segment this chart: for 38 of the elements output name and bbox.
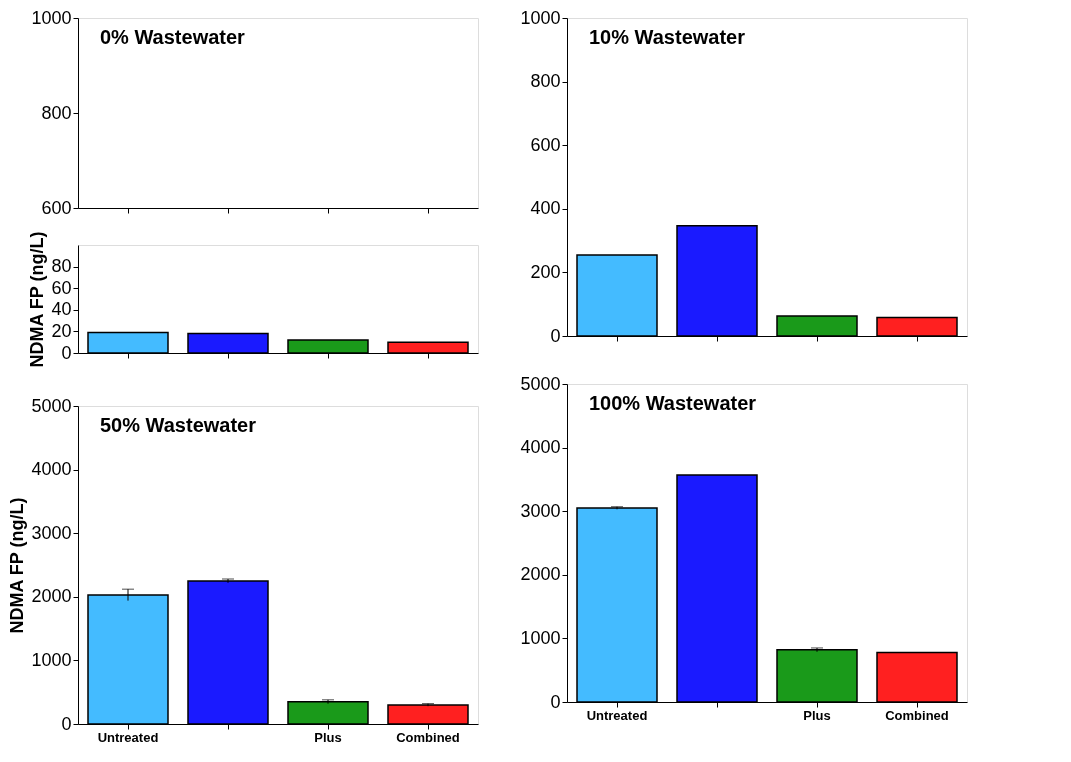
y-tick-label: 60 xyxy=(51,277,72,298)
y-tick-label: 0 xyxy=(61,713,72,734)
y-tick-label: 400 xyxy=(530,198,561,219)
y-tick-label: 3000 xyxy=(520,500,561,521)
y-tick-label: 5000 xyxy=(520,373,561,394)
y-tick-label: 40 xyxy=(51,299,72,320)
y-tick-label: 1000 xyxy=(520,627,561,648)
y-axis-title: NDMA FP (ng/L) xyxy=(27,231,48,368)
chart-title: 50% Wastewater xyxy=(100,414,257,436)
y-tick-label: 0 xyxy=(550,691,561,712)
y-tick-label: 20 xyxy=(51,320,72,341)
y-tick-label: 600 xyxy=(41,197,72,218)
x-tick-label: Untreated xyxy=(97,729,159,745)
x-tick-label: Plus xyxy=(314,729,342,745)
y-tick-label: 5000 xyxy=(31,395,72,416)
y-axis-title: NDMA FP (ng/L) xyxy=(7,497,28,634)
y-tick-label: 1000 xyxy=(520,7,561,28)
x-tick-label: Plus xyxy=(803,707,831,723)
x-tick-label: Combined xyxy=(885,707,949,723)
y-tick-label: 600 xyxy=(530,134,561,155)
y-tick-label: 2000 xyxy=(520,564,561,585)
x-tick-label: Combined xyxy=(396,729,460,745)
chart-title: 10% Wastewater xyxy=(589,26,746,48)
y-tick-label: 4000 xyxy=(520,437,561,458)
y-tick-label: 800 xyxy=(530,71,561,92)
y-tick-label: 0 xyxy=(550,325,561,346)
chart-title: 0% Wastewater xyxy=(100,26,246,48)
y-tick-label: 4000 xyxy=(31,459,72,480)
y-tick-label: 200 xyxy=(530,261,561,282)
y-tick-label: 3000 xyxy=(31,522,72,543)
y-tick-label: 0 xyxy=(61,342,72,363)
chart-title: 100% Wastewater xyxy=(589,392,757,414)
y-tick-label: 1000 xyxy=(31,649,72,670)
x-tick-label: Untreated xyxy=(586,707,648,723)
y-tick-label: 2000 xyxy=(31,586,72,607)
y-tick-label: 80 xyxy=(51,256,72,277)
y-tick-label: 1000 xyxy=(31,7,72,28)
y-tick-label: 800 xyxy=(41,102,72,123)
